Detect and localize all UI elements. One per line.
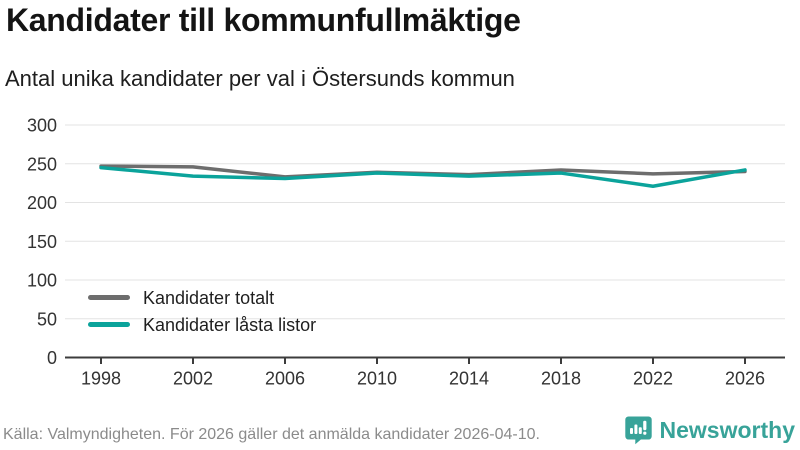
legend-item-kandidater-lasta-listor: Kandidater låsta listor — [88, 313, 316, 336]
y-tick-label: 200 — [27, 193, 57, 213]
newsworthy-logo[interactable]: Newsworthy — [624, 415, 795, 445]
legend-swatch-lasta-listor — [88, 322, 130, 327]
newsworthy-speech-bubble-bars-icon — [624, 415, 653, 445]
series-line-kandidater-l-sta-listor — [99, 165, 747, 188]
x-tick-label: 2018 — [541, 369, 581, 389]
x-tick-label: 2006 — [265, 369, 305, 389]
y-tick-label: 250 — [27, 154, 57, 174]
y-tick-label: 50 — [37, 309, 57, 329]
newsworthy-brand-name: Newsworthy — [659, 416, 795, 443]
x-tick-label: 2002 — [173, 369, 213, 389]
chart-title: Kandidater till kommunfullmäktige — [6, 2, 521, 38]
x-tick-label: 2014 — [449, 369, 489, 389]
y-tick-label: 100 — [27, 271, 57, 291]
source-note: Källa: Valmyndigheten. För 2026 gäller d… — [3, 426, 540, 443]
x-tick-label: 2026 — [725, 369, 765, 389]
legend-label-totalt: Kandidater totalt — [143, 287, 275, 308]
y-tick-label: 300 — [27, 116, 57, 136]
legend-swatch-totalt — [88, 295, 130, 300]
y-tick-label: 150 — [27, 232, 57, 252]
legend-label-lasta-listor: Kandidater låsta listor — [143, 314, 317, 335]
chart-legend: Kandidater totalt Kandidater låsta listo… — [88, 286, 316, 336]
x-tick-label: 1998 — [81, 369, 121, 389]
chart-subtitle: Antal unika kandidater per val i Östersu… — [5, 66, 515, 91]
legend-item-kandidater-totalt: Kandidater totalt — [88, 286, 316, 309]
x-tick-label: 2022 — [633, 369, 673, 389]
x-tick-label: 2010 — [357, 369, 397, 389]
y-tick-label: 0 — [47, 348, 57, 368]
